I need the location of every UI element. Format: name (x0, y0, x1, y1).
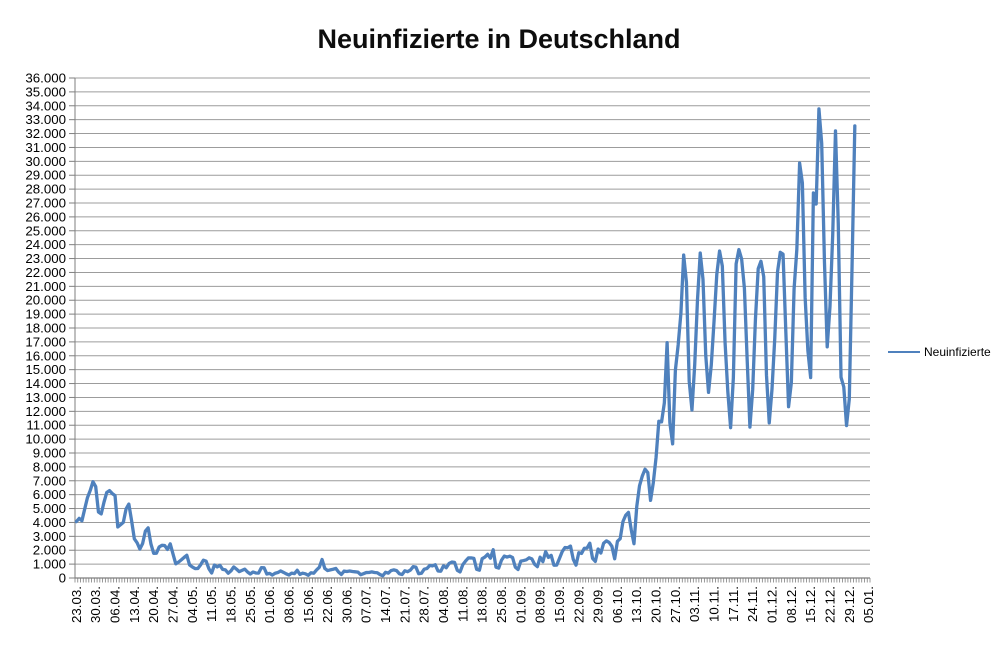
x-axis-tick-label: 08.12. (784, 586, 799, 623)
y-axis-tick-label: 28.000 (25, 182, 66, 197)
x-axis-tick-label: 20.04. (146, 586, 161, 623)
x-axis-tick-label: 15.09. (552, 586, 567, 623)
y-axis-tick-label: 8.000 (33, 459, 66, 474)
x-axis-tick-label: 10.11. (707, 586, 722, 622)
y-axis-tick-label: 22.000 (25, 265, 66, 280)
x-axis-tick-label: 01.09. (513, 586, 528, 623)
x-axis-tick-label: 22.06. (320, 586, 335, 623)
y-axis-tick-label: 19.000 (25, 307, 66, 322)
y-axis-tick-label: 3.000 (33, 529, 66, 544)
x-axis-tick-label: 06.10. (610, 586, 625, 623)
y-axis-tick-label: 32.000 (25, 126, 66, 141)
x-axis-tick-label: 28.07. (417, 586, 432, 623)
y-axis-tick-label: 24.000 (25, 237, 66, 252)
x-axis-tick-label: 17.11. (726, 586, 741, 622)
x-axis-tick-label: 27.10. (668, 586, 683, 623)
x-axis-tick-label: 18.08. (475, 586, 490, 623)
y-axis-tick-label: 13.000 (25, 390, 66, 405)
x-axis-tick-label: 11.05. (204, 586, 219, 622)
y-axis-tick-label: 36.000 (25, 71, 66, 86)
y-axis-tick-label: 35.000 (25, 84, 66, 99)
y-axis-tick-label: 21.000 (25, 279, 66, 294)
y-axis-tick-label: 27.000 (25, 196, 66, 211)
y-axis-tick-label: 31.000 (25, 140, 66, 155)
y-axis-tick-label: 12.000 (25, 404, 66, 419)
x-axis-tick-label: 22.12. (822, 586, 837, 623)
y-axis-tick-label: 17.000 (25, 334, 66, 349)
x-axis-tick-label: 20.10. (649, 586, 664, 623)
y-axis-tick-label: 20.000 (25, 293, 66, 308)
y-axis-tick-label: 6.000 (33, 487, 66, 502)
y-axis-tick-label: 25.000 (25, 223, 66, 238)
x-axis-tick-label: 21.07. (397, 586, 412, 623)
x-axis-tick-label: 22.09. (571, 586, 586, 623)
y-axis-tick-label: 4.000 (33, 515, 66, 530)
y-axis-tick-label: 5.000 (33, 501, 66, 516)
y-axis-tick-label: 10.000 (25, 432, 66, 447)
y-axis-tick-label: 15.000 (25, 362, 66, 377)
x-axis-tick-label: 29.09. (591, 586, 606, 623)
series-line (74, 107, 857, 578)
x-axis-tick-label: 08.09. (533, 586, 548, 623)
x-axis-tick-label: 27.04. (165, 586, 180, 623)
y-axis-tick-label: 0 (59, 571, 66, 586)
x-axis-tick-label: 30.06. (339, 586, 354, 623)
x-axis-tick-label: 25.08. (494, 586, 509, 623)
x-axis-tick-label: 18.05. (223, 586, 238, 623)
y-axis-tick-label: 2.000 (33, 543, 66, 558)
y-axis-tick-label: 1.000 (33, 557, 66, 572)
x-axis-tick-label: 04.05. (185, 586, 200, 623)
y-axis-tick-label: 7.000 (33, 473, 66, 488)
legend-label: Neuinfizierte (924, 345, 991, 359)
y-axis-tick-label: 33.000 (25, 112, 66, 127)
x-axis-tick-label: 07.07. (359, 586, 374, 623)
chart-title: Neuinfizierte in Deutschland (317, 24, 681, 54)
x-axis-tick-label: 13.04. (127, 586, 142, 623)
x-axis-tick-label: 29.12. (842, 586, 857, 623)
y-axis-tick-label: 18.000 (25, 321, 66, 336)
y-axis-tick-label: 16.000 (25, 348, 66, 363)
x-axis-tick-label: 23.03. (69, 586, 84, 623)
y-axis-tick-label: 9.000 (33, 446, 66, 461)
x-axis-tick-label: 08.06. (281, 586, 296, 623)
y-axis-tick-label: 14.000 (25, 376, 66, 391)
x-axis-tick-label: 11.08. (455, 586, 470, 622)
y-axis-tick-label: 11.000 (26, 418, 66, 433)
x-axis-tick-label: 01.12. (765, 586, 780, 623)
y-axis-tick-label: 29.000 (25, 168, 66, 183)
x-axis-tick-label: 24.11. (745, 586, 760, 622)
y-axis-tick-label: 30.000 (25, 154, 66, 169)
x-axis-tick-label: 25.05. (243, 586, 258, 623)
x-axis-tick-label: 15.12. (803, 586, 818, 623)
legend: Neuinfizierte (888, 345, 991, 359)
y-axis-tick-label: 26.000 (25, 209, 66, 224)
x-axis-tick-label: 04.08. (436, 586, 451, 623)
x-axis-tick-label: 05.01. (861, 586, 876, 623)
x-axis-tick-label: 13.10. (629, 586, 644, 623)
legend-line-sample (888, 351, 920, 353)
x-axis-tick-label: 30.03. (88, 586, 103, 623)
x-axis-tick-label: 03.11. (687, 586, 702, 622)
y-axis-tick-label: 34.000 (25, 98, 66, 113)
y-axis-tick-label: 23.000 (25, 251, 66, 266)
x-axis-tick-label: 15.06. (301, 586, 316, 623)
x-axis-tick-label: 14.07. (378, 586, 393, 623)
x-axis-tick-label: 06.04. (108, 586, 123, 623)
x-axis-tick-label: 01.06. (262, 586, 277, 623)
